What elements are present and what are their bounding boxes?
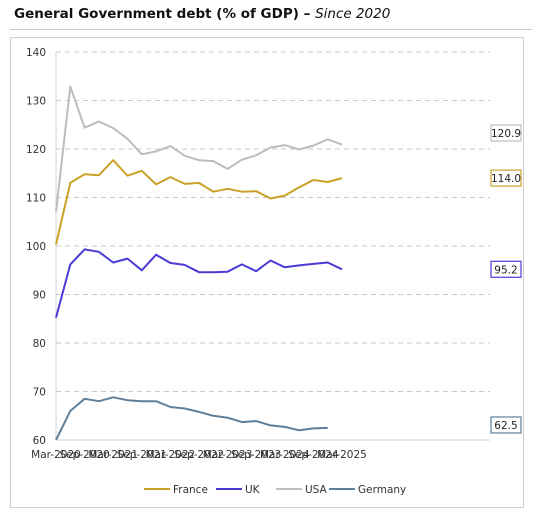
y-tick-label: 60 bbox=[33, 435, 46, 447]
end-label-germany: 62.5 bbox=[494, 420, 517, 432]
series-line-france bbox=[55, 159, 343, 245]
legend-label-france: France bbox=[173, 484, 208, 496]
x-tick-label: Mar-2022 bbox=[146, 449, 196, 461]
series-line-uk bbox=[55, 248, 343, 319]
x-tick-label: Sep-2023 bbox=[231, 449, 281, 461]
x-tick-label: Sep-2022 bbox=[174, 449, 224, 461]
end-label-box-usa bbox=[490, 124, 522, 142]
y-tick-label: 90 bbox=[33, 290, 46, 302]
x-tick-label: Mar-2021 bbox=[88, 449, 138, 461]
end-label-box-germany bbox=[490, 416, 522, 434]
x-tick-label: Mar-2020 bbox=[31, 449, 81, 461]
chart-title-main: General Government debt (% of GDP) – bbox=[14, 6, 316, 22]
end-label-usa: 120.9 bbox=[491, 128, 521, 140]
y-tick-label: 70 bbox=[33, 387, 46, 399]
x-tick-label: Sep-2021 bbox=[117, 449, 167, 461]
x-tick-label: Sep-2024 bbox=[288, 449, 339, 461]
series-line-germany bbox=[55, 396, 328, 441]
x-tick-label: Mar-2023 bbox=[203, 449, 253, 461]
x-tick-label: Sep-2020 bbox=[59, 449, 109, 461]
y-tick-label: 120 bbox=[26, 144, 46, 156]
legend-label-germany: Germany bbox=[358, 484, 406, 496]
chart-frame bbox=[10, 37, 524, 508]
legend-label-uk: UK bbox=[245, 484, 261, 496]
y-tick-label: 100 bbox=[26, 241, 46, 253]
legend-label-usa: USA bbox=[305, 484, 328, 496]
title-divider bbox=[10, 29, 532, 30]
x-tick-label: Mar-2024 bbox=[260, 449, 310, 461]
end-label-france: 114.0 bbox=[491, 173, 521, 185]
y-tick-label: 130 bbox=[26, 96, 46, 108]
end-label-box-france bbox=[490, 169, 522, 187]
end-label-box-uk bbox=[490, 260, 522, 278]
y-tick-label: 140 bbox=[26, 47, 46, 59]
chart-title: General Government debt (% of GDP) – Sin… bbox=[14, 6, 390, 22]
y-tick-label: 80 bbox=[33, 338, 46, 350]
y-tick-label: 110 bbox=[26, 193, 46, 205]
x-tick-label: Mar-2025 bbox=[317, 449, 367, 461]
end-label-uk: 95.2 bbox=[494, 264, 517, 276]
series-line-usa bbox=[55, 85, 343, 213]
chart-title-sub: Since 2020 bbox=[315, 6, 391, 22]
